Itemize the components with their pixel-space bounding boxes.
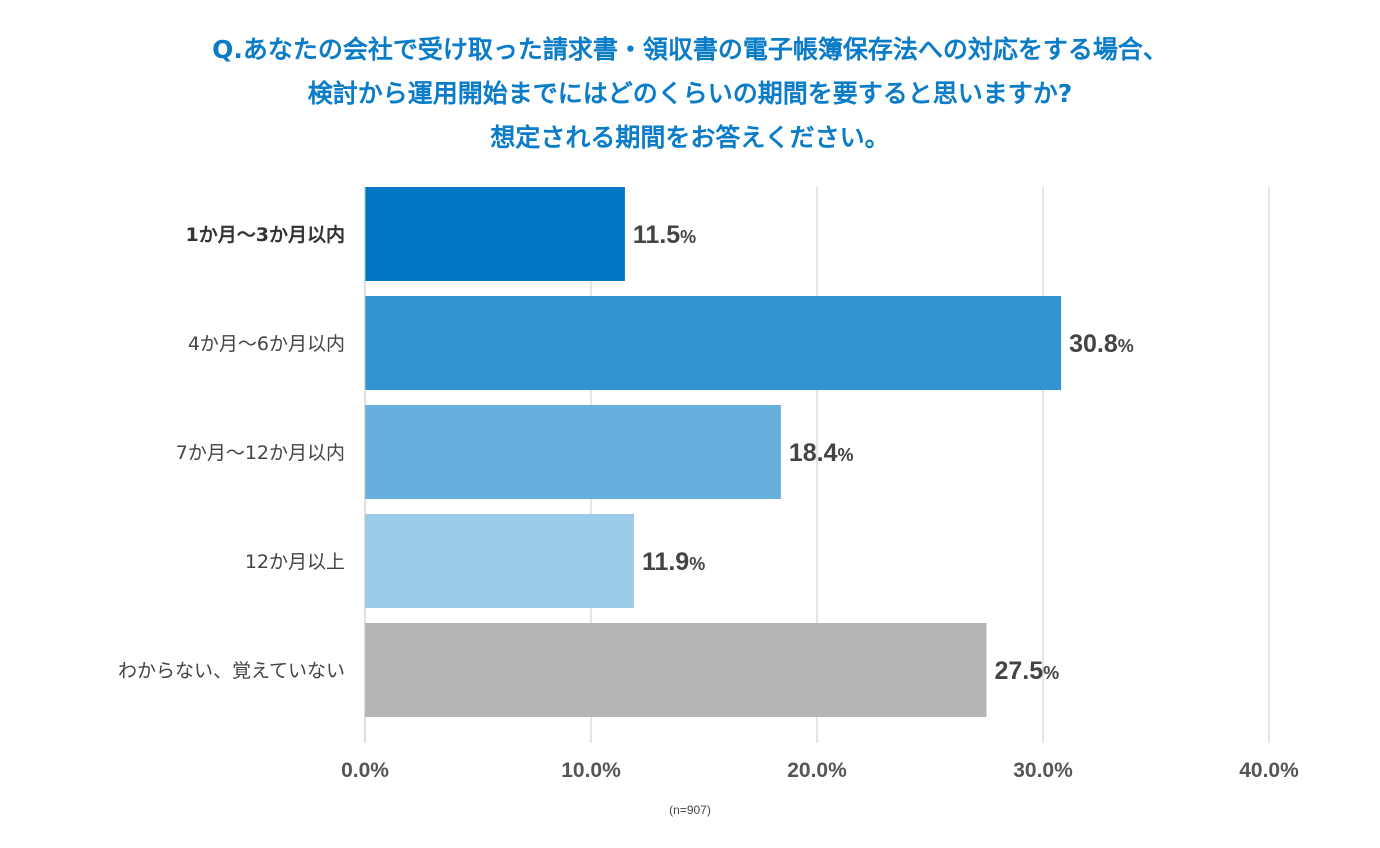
value-unit-5: %: [1043, 663, 1059, 683]
x-tick-label-1: 10.0%: [561, 759, 621, 782]
sample-size-note: (n=907): [669, 803, 711, 817]
bar-5: [365, 623, 987, 717]
value-unit-4: %: [689, 554, 705, 574]
value-number-5: 27.5: [995, 657, 1044, 685]
title-line-1: Q.あなたの会社で受け取った請求書・領収書の電子帳簿保存法への対応をする場合、: [212, 35, 1168, 64]
bar-4: [365, 514, 634, 608]
title-line-3: 想定される期間をお答えください。: [490, 123, 890, 152]
value-number-2: 30.8: [1069, 330, 1118, 358]
value-unit-2: %: [1118, 336, 1134, 356]
x-tick-label-3: 30.0%: [1013, 759, 1073, 782]
value-label-5: 27.5%: [995, 657, 1060, 685]
x-tick-label-2: 20.0%: [787, 759, 847, 782]
value-label-2: 30.8%: [1069, 330, 1134, 358]
category-label-4: 12か月以上: [245, 551, 345, 573]
category-label-3: 7か月〜12か月以内: [176, 442, 345, 464]
value-unit-1: %: [680, 227, 696, 247]
bar-3: [365, 405, 781, 499]
x-tick-label-4: 40.0%: [1239, 759, 1299, 782]
bar-2: [365, 296, 1062, 390]
value-number-3: 18.4: [789, 439, 838, 467]
value-unit-3: %: [838, 445, 854, 465]
x-tick-label-0: 0.0%: [341, 759, 389, 782]
category-label-1: 1か月〜3か月以内: [186, 223, 345, 246]
category-label-2: 4か月〜6か月以内: [188, 333, 345, 355]
value-label-4: 11.9%: [642, 548, 705, 576]
value-number-4: 11.9: [642, 548, 689, 576]
value-number-1: 11.5: [633, 221, 680, 249]
title-line-2: 検討から運用開始までにはどのくらいの期間を要すると思いますか?: [307, 79, 1073, 108]
chart-title: Q.あなたの会社で受け取った請求書・領収書の電子帳簿保存法への対応をする場合、 …: [0, 28, 1380, 160]
bar-1: [365, 187, 625, 281]
category-label-5: わからない、覚えていない: [118, 660, 345, 682]
value-label-3: 18.4%: [789, 439, 854, 467]
value-label-1: 11.5%: [633, 221, 696, 249]
